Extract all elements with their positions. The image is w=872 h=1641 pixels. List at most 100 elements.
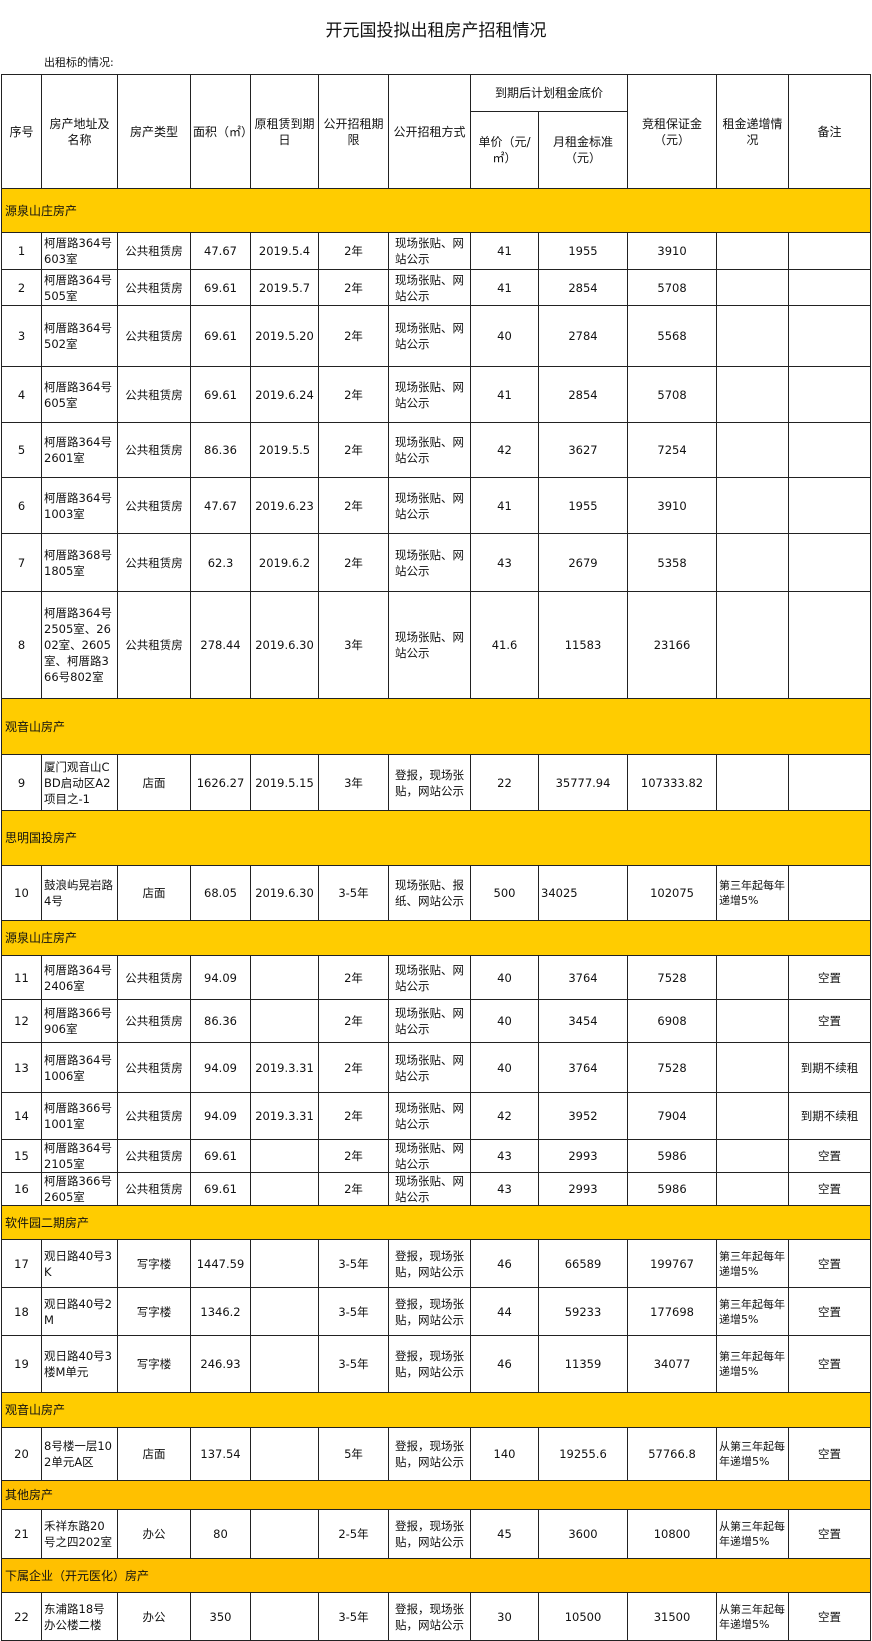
- cell-monthly-rent: 2993: [537, 1172, 629, 1206]
- cell-expiry: [250, 1287, 319, 1336]
- header-base-price: 到期后计划租金底价: [469, 74, 629, 112]
- table-row: 22 东浦路18号办公楼二楼 办公 350 3-5年 登报，现场张贴，网站公示 30 1050…: [1, 1592, 872, 1641]
- cell-method: 登报，现场张贴，网站公示: [388, 1592, 471, 1641]
- cell-expiry: 2019.6.23: [250, 477, 319, 534]
- table-row: 17 观日路40号3K 写字楼 1447.59 3-5年 登报，现场张贴，网站公示 46 66…: [1, 1239, 872, 1288]
- cell-unit-price: 45: [470, 1509, 539, 1559]
- cell-method: 现场张贴、网站公示: [388, 305, 471, 367]
- cell-no: 20: [1, 1427, 42, 1481]
- cell-method: 现场张贴、网站公示: [388, 999, 471, 1043]
- table-row: 7 柯厝路368号1805室 公共租赁房 62.3 2019.6.2 2年 现场张贴、网站公…: [1, 533, 872, 592]
- cell-method: 登报，现场张贴，网站公示: [388, 1509, 471, 1559]
- cell-monthly-rent: 3454: [537, 999, 629, 1043]
- cell-area: 68.05: [190, 865, 251, 921]
- cell-type: 店面: [117, 865, 191, 921]
- cell-remarks: 空置: [788, 1592, 872, 1641]
- table-row: 15 柯厝路364号2105室 公共租赁房 69.61 2年 现场张贴、网站公示 43 299…: [1, 1139, 872, 1173]
- cell-type: 公共租赁房: [117, 1042, 191, 1093]
- cell-area: 80: [190, 1509, 251, 1559]
- cell-area: 1346.2: [190, 1287, 251, 1336]
- cell-type: 办公: [117, 1509, 191, 1559]
- cell-deposit: 5986: [627, 1172, 718, 1206]
- cell-address: 东浦路18号办公楼二楼: [41, 1592, 118, 1641]
- cell-unit-price: 44: [470, 1287, 539, 1336]
- cell-address: 厦门观音山CBD启动区A2项目之-1: [41, 754, 118, 811]
- cell-deposit: 5358: [627, 533, 718, 592]
- cell-no: 21: [1, 1509, 42, 1559]
- cell-area: 278.44: [190, 591, 251, 699]
- cell-increase: [716, 999, 790, 1043]
- section-row: 软件园二期房产: [0, 1205, 872, 1240]
- cell-method: 登报，现场张贴，网站公示: [388, 754, 471, 811]
- cell-no: 14: [1, 1092, 42, 1140]
- cell-deposit: 107333.82: [627, 754, 718, 811]
- cell-deposit: 34077: [627, 1335, 718, 1393]
- cell-deposit: 199767: [627, 1239, 718, 1288]
- section-title: 软件园二期房产: [0, 1205, 872, 1240]
- cell-method: 现场张贴、网站公示: [388, 477, 471, 534]
- cell-term: 3-5年: [318, 1287, 389, 1336]
- cell-expiry: 2019.5.4: [250, 232, 319, 270]
- cell-remarks: 空置: [788, 1172, 872, 1206]
- table-row: 1 柯厝路364号603室 公共租赁房 47.67 2019.5.4 2年 现场张贴、网站公…: [1, 232, 872, 270]
- cell-deposit: 23166: [627, 591, 718, 699]
- cell-address: 柯厝路364号502室: [41, 305, 118, 367]
- cell-remarks: 空置: [788, 955, 872, 1000]
- cell-increase: [716, 533, 790, 592]
- cell-type: 公共租赁房: [117, 955, 191, 1000]
- cell-unit-price: 40: [470, 305, 539, 367]
- cell-increase: 从第三年起每年递增5%: [716, 1592, 790, 1641]
- cell-address: 柯厝路366号906室: [41, 999, 118, 1043]
- cell-address: 柯厝路364号603室: [41, 232, 118, 270]
- cell-area: 69.61: [190, 269, 251, 306]
- table-row: 3 柯厝路364号502室 公共租赁房 69.61 2019.5.20 2年 现场张贴、网站…: [1, 305, 872, 367]
- cell-unit-price: 41: [470, 269, 539, 306]
- cell-monthly-rent: 2679: [537, 533, 629, 592]
- section-title: 其他房产: [0, 1480, 872, 1510]
- cell-expiry: 2019.5.5: [250, 422, 319, 478]
- cell-remarks: [788, 477, 872, 534]
- cell-no: 1: [1, 232, 42, 270]
- cell-address: 柯厝路364号1003室: [41, 477, 118, 534]
- cell-no: 7: [1, 533, 42, 592]
- table-row: 12 柯厝路366号906室 公共租赁房 86.36 2年 现场张贴、网站公示 40 3454…: [1, 999, 872, 1043]
- cell-address: 观日路40号2M: [41, 1287, 118, 1336]
- cell-term: 5年: [318, 1427, 389, 1481]
- cell-remarks: [788, 422, 872, 478]
- cell-term: 2年: [318, 477, 389, 534]
- cell-type: 写字楼: [117, 1287, 191, 1336]
- cell-area: 62.3: [190, 533, 251, 592]
- cell-remarks: 空置: [788, 1139, 872, 1173]
- cell-address: 柯厝路364号2406室: [41, 955, 118, 1000]
- cell-address: 观日路40号3楼M单元: [41, 1335, 118, 1393]
- cell-monthly-rent: 2993: [537, 1139, 629, 1173]
- cell-no: 3: [1, 305, 42, 367]
- cell-monthly-rent: 11583: [537, 591, 629, 699]
- cell-remarks: 空置: [788, 1335, 872, 1393]
- section-row: 其他房产: [0, 1480, 872, 1510]
- section-title: 观音山房产: [0, 1392, 872, 1428]
- cell-increase: [716, 955, 790, 1000]
- cell-type: 公共租赁房: [117, 366, 191, 423]
- section-row: 源泉山庄房产: [0, 920, 872, 956]
- cell-increase: 第三年起每年递增5%: [716, 1335, 790, 1393]
- cell-expiry: 2019.3.31: [250, 1042, 319, 1093]
- cell-monthly-rent: 3764: [537, 1042, 629, 1093]
- cell-type: 公共租赁房: [117, 477, 191, 534]
- cell-deposit: 3910: [627, 232, 718, 270]
- cell-type: 写字楼: [117, 1239, 191, 1288]
- cell-increase: [716, 305, 790, 367]
- cell-method: 现场张贴、网站公示: [388, 533, 471, 592]
- cell-method: 现场张贴、报纸、网站公示: [388, 865, 471, 921]
- cell-method: 现场张贴、网站公示: [388, 269, 471, 306]
- cell-monthly-rent: 19255.6: [537, 1427, 629, 1481]
- cell-no: 16: [1, 1172, 42, 1206]
- cell-monthly-rent: 59233: [537, 1287, 629, 1336]
- cell-method: 现场张贴、网站公示: [388, 232, 471, 270]
- cell-expiry: 2019.6.30: [250, 865, 319, 921]
- cell-monthly-rent: 3952: [537, 1092, 629, 1140]
- cell-method: 现场张贴、网站公示: [388, 955, 471, 1000]
- cell-no: 19: [1, 1335, 42, 1393]
- cell-unit-price: 22: [470, 754, 539, 811]
- page-title: 开元国投拟出租房产招租情况: [325, 21, 547, 41]
